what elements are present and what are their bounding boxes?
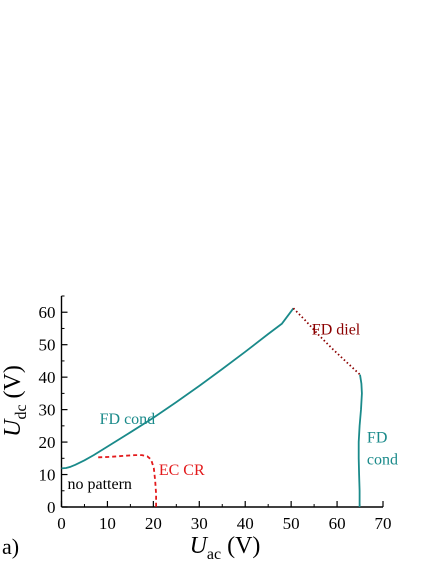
- curves: [61, 307, 363, 507]
- curve-dotted-2: [292, 307, 361, 376]
- x-tick-label: 20: [145, 514, 162, 533]
- y-tick-label: 30: [39, 401, 56, 420]
- y-tick-label: 10: [39, 466, 56, 485]
- annotation-fd-diel: FD diel: [312, 321, 361, 338]
- annotation-line: EC CR: [159, 462, 205, 479]
- y-tick-label: 50: [39, 336, 56, 355]
- annotation-ec-cr: EC CR: [159, 462, 205, 479]
- annotation-line: FD cond: [100, 411, 156, 428]
- y-tick-label: 20: [39, 433, 56, 452]
- x-axis-label: Uac (V): [190, 533, 261, 563]
- y-axis-label: Udc (V): [0, 365, 30, 437]
- annotation-line: cond: [367, 452, 398, 469]
- x-axis-label-subscript: ac: [207, 546, 221, 563]
- panel-label: a): [2, 534, 19, 559]
- x-tick-label: 70: [375, 514, 392, 533]
- x-axis-label-unit: (V): [227, 533, 260, 559]
- annotation-fd-cond: FD cond: [100, 411, 156, 428]
- y-axis-label-unit: (V): [0, 365, 26, 398]
- annotation-line: FD: [367, 430, 387, 447]
- x-tick-label: 40: [237, 514, 254, 533]
- curve-solid-3: [357, 374, 363, 507]
- x-tick-label: 60: [329, 514, 346, 533]
- x-axis-label-symbol: U: [190, 533, 209, 559]
- y-tick-label: 60: [39, 303, 56, 322]
- annotations: FD cond FD diel FD cond EC CR no pattern: [67, 321, 398, 493]
- y-tick-label: 40: [39, 368, 56, 387]
- x-tick-label: 50: [283, 514, 300, 533]
- annotation-line: FD diel: [312, 321, 361, 338]
- curve-dashed-4: [98, 454, 157, 507]
- annotation-no-pattern: no pattern: [67, 476, 131, 493]
- y-tick-label: 0: [47, 498, 56, 517]
- annotation-fd-cond: FD cond: [367, 430, 398, 469]
- y-axis-label-symbol: U: [0, 418, 26, 437]
- annotation-line: no pattern: [67, 476, 131, 493]
- x-tick-label: 0: [57, 514, 66, 533]
- axes: 0 10 20 30 40 50 60 70 0 10 20 30 40 50 60: [39, 295, 392, 533]
- x-tick-label: 30: [191, 514, 208, 533]
- curve-solid-1: [61, 307, 295, 470]
- y-axis-label-subscript: dc: [13, 404, 30, 419]
- x-tick-label: 10: [99, 514, 116, 533]
